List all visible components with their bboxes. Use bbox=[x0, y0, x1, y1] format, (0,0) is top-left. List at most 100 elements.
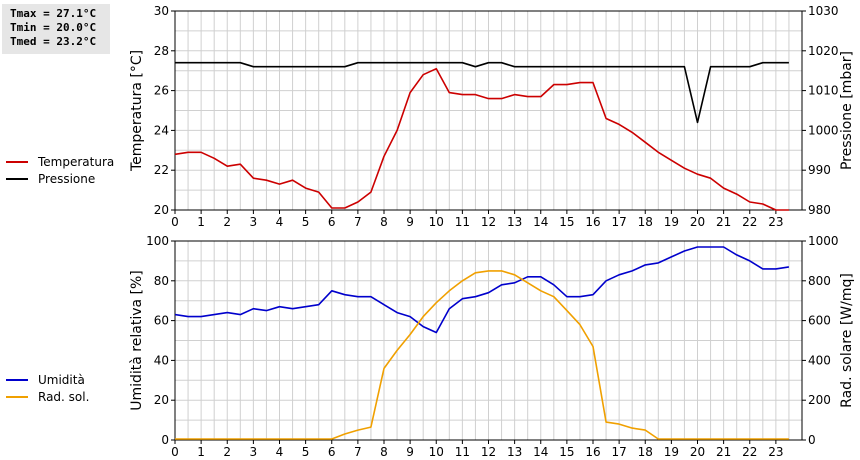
x-tick-label: 11 bbox=[455, 445, 470, 459]
x-tick-label: 18 bbox=[638, 215, 653, 229]
x-tick-label: 10 bbox=[429, 215, 444, 229]
y-right-tick-label: 0 bbox=[808, 433, 816, 447]
y-right-tick-label: 1000 bbox=[808, 123, 839, 137]
legend-label-humidity: Umidità bbox=[38, 372, 85, 387]
y-right-tick-label: 400 bbox=[808, 353, 831, 367]
legend-item-pressure: Pressione bbox=[6, 170, 114, 187]
chart-panel-bottom: 0 1 2 3 4 5 6 7 8 9 10 11 12 13 14 15 16 17 18 19 20 21 22 2302… bbox=[129, 234, 855, 459]
x-tick-label: 14 bbox=[533, 445, 548, 459]
x-tick-label: 16 bbox=[585, 215, 600, 229]
x-tick-label: 13 bbox=[507, 445, 522, 459]
legend-item-temperature: Temperatura bbox=[6, 153, 114, 170]
y-right-tick-label: 980 bbox=[808, 203, 831, 217]
x-tick-label: 22 bbox=[742, 445, 757, 459]
y-right-tick-label: 1000 bbox=[808, 234, 839, 248]
stat-tmax: Tmax = 27.1°C bbox=[10, 7, 97, 20]
y-left-tick-label: 100 bbox=[146, 234, 169, 248]
legend-swatch-humidity bbox=[6, 378, 28, 381]
x-tick-label: 23 bbox=[768, 445, 783, 459]
y-left-tick-label: 28 bbox=[154, 44, 169, 58]
stat-tmed: Tmed = 23.2°C bbox=[10, 35, 97, 48]
x-tick-label: 22 bbox=[742, 215, 757, 229]
y-right-tick-label: 600 bbox=[808, 314, 831, 328]
legend-item-radiation: Rad. sol. bbox=[6, 388, 89, 405]
series-line-pressione bbox=[175, 61, 789, 124]
x-tick-label: 10 bbox=[429, 445, 444, 459]
y-right-axis-label: Pressione [mbar] bbox=[839, 51, 855, 170]
x-tick-label: 15 bbox=[559, 215, 574, 229]
x-tick-label: 13 bbox=[507, 215, 522, 229]
x-tick-label: 4 bbox=[276, 445, 284, 459]
x-tick-label: 6 bbox=[328, 215, 336, 229]
y-left-tick-label: 40 bbox=[154, 353, 169, 367]
x-tick-label: 9 bbox=[406, 445, 414, 459]
x-tick-label: 20 bbox=[690, 215, 705, 229]
y-right-tick-label: 1010 bbox=[808, 84, 839, 98]
x-tick-label: 7 bbox=[354, 445, 362, 459]
series-line-rad-sol bbox=[175, 270, 789, 440]
y-left-tick-label: 20 bbox=[154, 203, 169, 217]
x-tick-label: 19 bbox=[664, 215, 679, 229]
y-right-tick-label: 1030 bbox=[808, 4, 839, 18]
y-left-tick-label: 60 bbox=[154, 314, 169, 328]
y-left-tick-label: 22 bbox=[154, 163, 169, 177]
x-tick-label: 21 bbox=[716, 215, 731, 229]
x-tick-label: 23 bbox=[768, 215, 783, 229]
y-left-tick-label: 80 bbox=[154, 274, 169, 288]
grid-top bbox=[174, 10, 803, 211]
y-left-axis-label: Umidità relativa [%] bbox=[129, 270, 145, 411]
x-tick-label: 17 bbox=[611, 445, 626, 459]
legend-top: Temperatura Pressione bbox=[6, 153, 114, 187]
x-tick-label: 9 bbox=[406, 215, 414, 229]
y-left-tick-label: 30 bbox=[154, 4, 169, 18]
x-tick-label: 4 bbox=[276, 215, 284, 229]
legend-swatch-pressure bbox=[6, 177, 28, 180]
legend-label-pressure: Pressione bbox=[38, 171, 96, 186]
y-right-tick-label: 990 bbox=[808, 163, 831, 177]
y-left-axis-label: Temperatura [°C] bbox=[129, 50, 145, 172]
x-tick-label: 12 bbox=[481, 445, 496, 459]
x-tick-label: 8 bbox=[380, 445, 388, 459]
y-left-tick-label: 26 bbox=[154, 84, 169, 98]
series-line-temperatura bbox=[175, 67, 789, 211]
series-line-umidit bbox=[175, 246, 790, 334]
legend-bottom: Umidità Rad. sol. bbox=[6, 371, 89, 405]
y-right-tick-label: 800 bbox=[808, 274, 831, 288]
x-tick-label: 0 bbox=[171, 215, 179, 229]
x-tick-label: 19 bbox=[664, 445, 679, 459]
x-tick-label: 8 bbox=[380, 215, 388, 229]
x-tick-label: 1 bbox=[197, 215, 205, 229]
x-tick-label: 20 bbox=[690, 445, 705, 459]
legend-swatch-temperature bbox=[6, 160, 28, 163]
x-tick-label: 7 bbox=[354, 215, 362, 229]
x-tick-label: 18 bbox=[638, 445, 653, 459]
x-tick-label: 2 bbox=[223, 215, 231, 229]
x-tick-label: 14 bbox=[533, 215, 548, 229]
legend-label-temperature: Temperatura bbox=[38, 154, 115, 169]
stat-tmin: Tmin = 20.0°C bbox=[10, 21, 97, 34]
x-tick-label: 21 bbox=[716, 445, 731, 459]
x-tick-label: 15 bbox=[559, 445, 574, 459]
legend-item-humidity: Umidità bbox=[6, 371, 89, 388]
stats-box: Tmax = 27.1°C Tmin = 20.0°C Tmed = 23.2°… bbox=[2, 4, 110, 54]
x-tick-label: 0 bbox=[171, 445, 179, 459]
x-tick-label: 6 bbox=[328, 445, 336, 459]
legend-label-radiation: Rad. sol. bbox=[38, 389, 90, 404]
y-left-tick-label: 24 bbox=[154, 123, 169, 137]
y-right-axis-label: Rad. solare [W/mq] bbox=[839, 273, 855, 408]
x-tick-label: 2 bbox=[223, 445, 231, 459]
x-tick-label: 3 bbox=[250, 445, 258, 459]
x-tick-label: 12 bbox=[481, 215, 496, 229]
x-tick-label: 1 bbox=[197, 445, 205, 459]
chart-panel-top: 0 1 2 3 4 5 6 7 8 9 10 11 12 13 14 15 16 17 18 19 20 21 22 2320… bbox=[129, 4, 855, 229]
y-left-tick-label: 0 bbox=[161, 433, 169, 447]
x-tick-label: 5 bbox=[302, 215, 310, 229]
y-left-tick-label: 20 bbox=[154, 393, 169, 407]
x-tick-label: 11 bbox=[455, 215, 470, 229]
x-tick-label: 5 bbox=[302, 445, 310, 459]
legend-swatch-radiation bbox=[6, 395, 28, 398]
x-tick-label: 17 bbox=[611, 215, 626, 229]
x-tick-label: 16 bbox=[585, 445, 600, 459]
y-right-tick-label: 1020 bbox=[808, 44, 839, 58]
